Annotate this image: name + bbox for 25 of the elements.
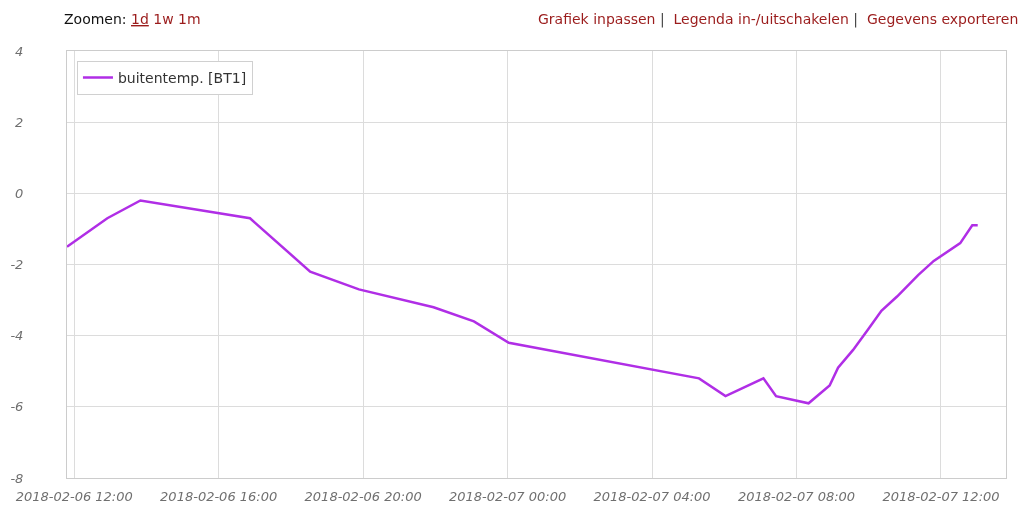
x-tick-label: 2018-02-07 04:00 [593,488,711,504]
x-tick-label: 2018-02-07 12:00 [882,488,1000,504]
text: | [853,11,859,28]
x-tick-label: 2018-02-06 20:00 [304,488,422,504]
x-tick-label: 2018-02-06 12:00 [15,488,133,504]
y-tick-label: 4 [15,43,24,59]
text: Legenda in-/uitschakelen [673,11,849,27]
text: 1d [131,11,149,27]
legend-label: buitentemp. [BT1] [117,69,247,86]
y-tick-label: -2 [10,257,24,273]
y-tick-label: 2 [15,114,24,130]
text: Zoomen: [64,11,127,27]
y-tick-label: -4 [10,328,24,344]
text: | [659,11,665,28]
y-tick-label: 0 [15,185,24,201]
x-tick-label: 2018-02-06 16:00 [160,488,278,504]
y-tick-label: -6 [10,399,24,415]
text: 1w [153,11,174,27]
x-tick-label: 2018-02-07 08:00 [737,488,856,504]
line-series [67,199,979,405]
x-tick-label: 2018-02-07 00:00 [449,488,567,504]
text: Grafiek inpassen [538,11,656,27]
y-tick-label: -8 [10,470,24,486]
text: 1m [178,11,201,27]
text: Gegevens exporteren [866,11,1019,27]
